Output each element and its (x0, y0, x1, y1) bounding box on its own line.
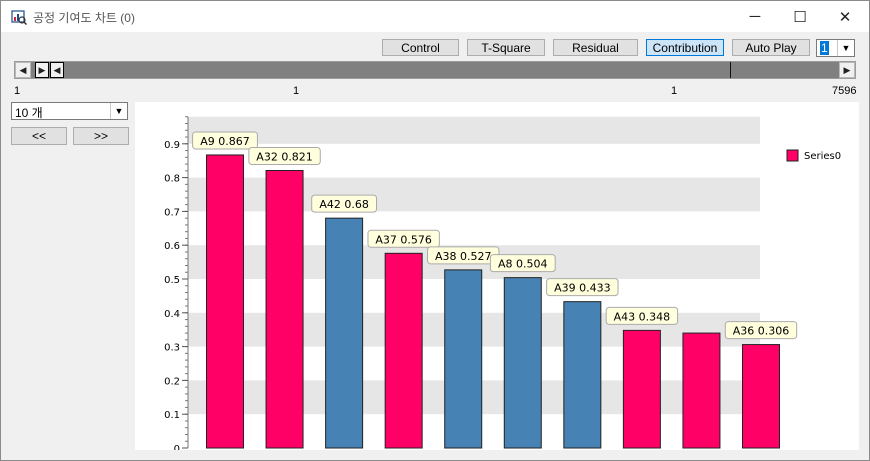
bar-A38 (444, 269, 483, 449)
t-square-chart-button[interactable]: T-Square (467, 39, 545, 56)
y-tick-label: 0.6 (164, 241, 180, 252)
range-right-label: 1 (671, 85, 678, 97)
bar-A43 (622, 329, 661, 449)
data-label-box (311, 194, 378, 213)
bar-A36 (742, 344, 780, 449)
data-label: A38 0.527 (435, 250, 492, 263)
scroll-left-button[interactable]: ◀ (15, 62, 31, 78)
contribution-chart: 0 0.1 0.2 0.3 0.4 0.5 0.6 0.7 0.8 0.9 A9 0.867 A32 … (135, 102, 859, 455)
y-tick-label: 0.4 (164, 309, 180, 320)
data-label-box (248, 147, 321, 166)
previous-page-button[interactable]: << (11, 127, 67, 145)
time-scrollbar[interactable]: ◀ ▶ ◀ ▶ (14, 61, 856, 79)
bar-A44 (682, 332, 721, 449)
minimize-button[interactable]: ─ (732, 1, 778, 32)
data-label: A32 0.821 (256, 151, 313, 164)
playback-speed-value: 1 (820, 41, 829, 55)
y-tick-label: 0.8 (164, 174, 180, 185)
range-end-label: 7596 (832, 85, 857, 97)
range-start-label: 1 (14, 85, 21, 97)
data-label-box (489, 254, 556, 273)
y-tick-label: 0.5 (164, 275, 180, 286)
data-label: A36 0.306 (733, 325, 790, 338)
y-tick-label: 0 (174, 444, 180, 450)
auto-play-button[interactable]: Auto Play (732, 39, 810, 56)
chevron-down-icon[interactable]: ▼ (837, 40, 854, 56)
display-count-value: 10 개 (15, 106, 43, 120)
y-tick-label: 0.9 (164, 140, 180, 151)
scroll-right-button[interactable]: ▶ (839, 62, 855, 78)
data-label-box (367, 229, 440, 248)
arrow-right-icon: ▶ (843, 64, 851, 75)
y-tick-label: 0.7 (164, 207, 180, 218)
data-label: A8 0.504 (498, 258, 548, 271)
range-left-label: 1 (293, 85, 300, 97)
data-label-box (605, 306, 679, 325)
data-label-box (546, 278, 619, 297)
data-label: A42 0.68 (319, 198, 369, 211)
position-marker[interactable] (730, 62, 731, 78)
playback-speed-select[interactable]: 1 ▼ (816, 39, 855, 57)
legend-label: Series0 (804, 151, 841, 162)
title-bar: 공정 기여도 차트 (0) ─ ☐ ✕ (1, 1, 869, 32)
app-chart-icon (11, 10, 27, 25)
data-label: A39 0.433 (554, 282, 611, 295)
bar-A9 (206, 154, 244, 449)
y-tick-label: 0.2 (164, 376, 180, 387)
chevron-down-icon[interactable]: ▼ (110, 103, 127, 119)
bar-A8 (503, 277, 542, 449)
close-button[interactable]: ✕ (822, 1, 868, 32)
bar-A42 (325, 217, 364, 449)
y-tick-label: 0.3 (164, 343, 180, 354)
play-icon: ▶ (38, 64, 46, 75)
control-chart-button[interactable]: Control (382, 39, 459, 56)
step-back-icon: ◀ (53, 64, 61, 75)
data-label-box (192, 131, 258, 150)
step-back-button[interactable]: ◀ (50, 62, 64, 78)
maximize-icon: ☐ (793, 8, 807, 26)
display-count-select[interactable]: 10 개 ▼ (11, 102, 128, 120)
next-page-button[interactable]: >> (73, 127, 129, 145)
data-label-box (724, 321, 798, 340)
bar-chart-svg: 0 0.1 0.2 0.3 0.4 0.5 0.6 0.7 0.8 0.9 A9 0.867 A32 … (164, 116, 841, 455)
close-icon: ✕ (838, 8, 852, 26)
bar-A37 (384, 252, 423, 449)
arrow-left-icon: ◀ (19, 64, 27, 75)
y-tick-label: 0.1 (164, 410, 180, 421)
contribution-chart-button[interactable]: Contribution (646, 39, 724, 56)
bar-A39 (563, 301, 602, 449)
data-label: A37 0.576 (375, 233, 432, 246)
data-label: A9 0.867 (200, 135, 250, 148)
maximize-button[interactable]: ☐ (777, 1, 823, 32)
legend-swatch (786, 149, 799, 162)
play-button[interactable]: ▶ (35, 62, 49, 78)
bar-A32 (265, 170, 304, 449)
window-title: 공정 기여도 차트 (0) (33, 11, 135, 25)
residual-chart-button[interactable]: Residual (553, 39, 638, 56)
grid-band (188, 116, 760, 144)
minimize-icon: ─ (749, 8, 761, 25)
data-label: A43 0.348 (614, 310, 671, 323)
